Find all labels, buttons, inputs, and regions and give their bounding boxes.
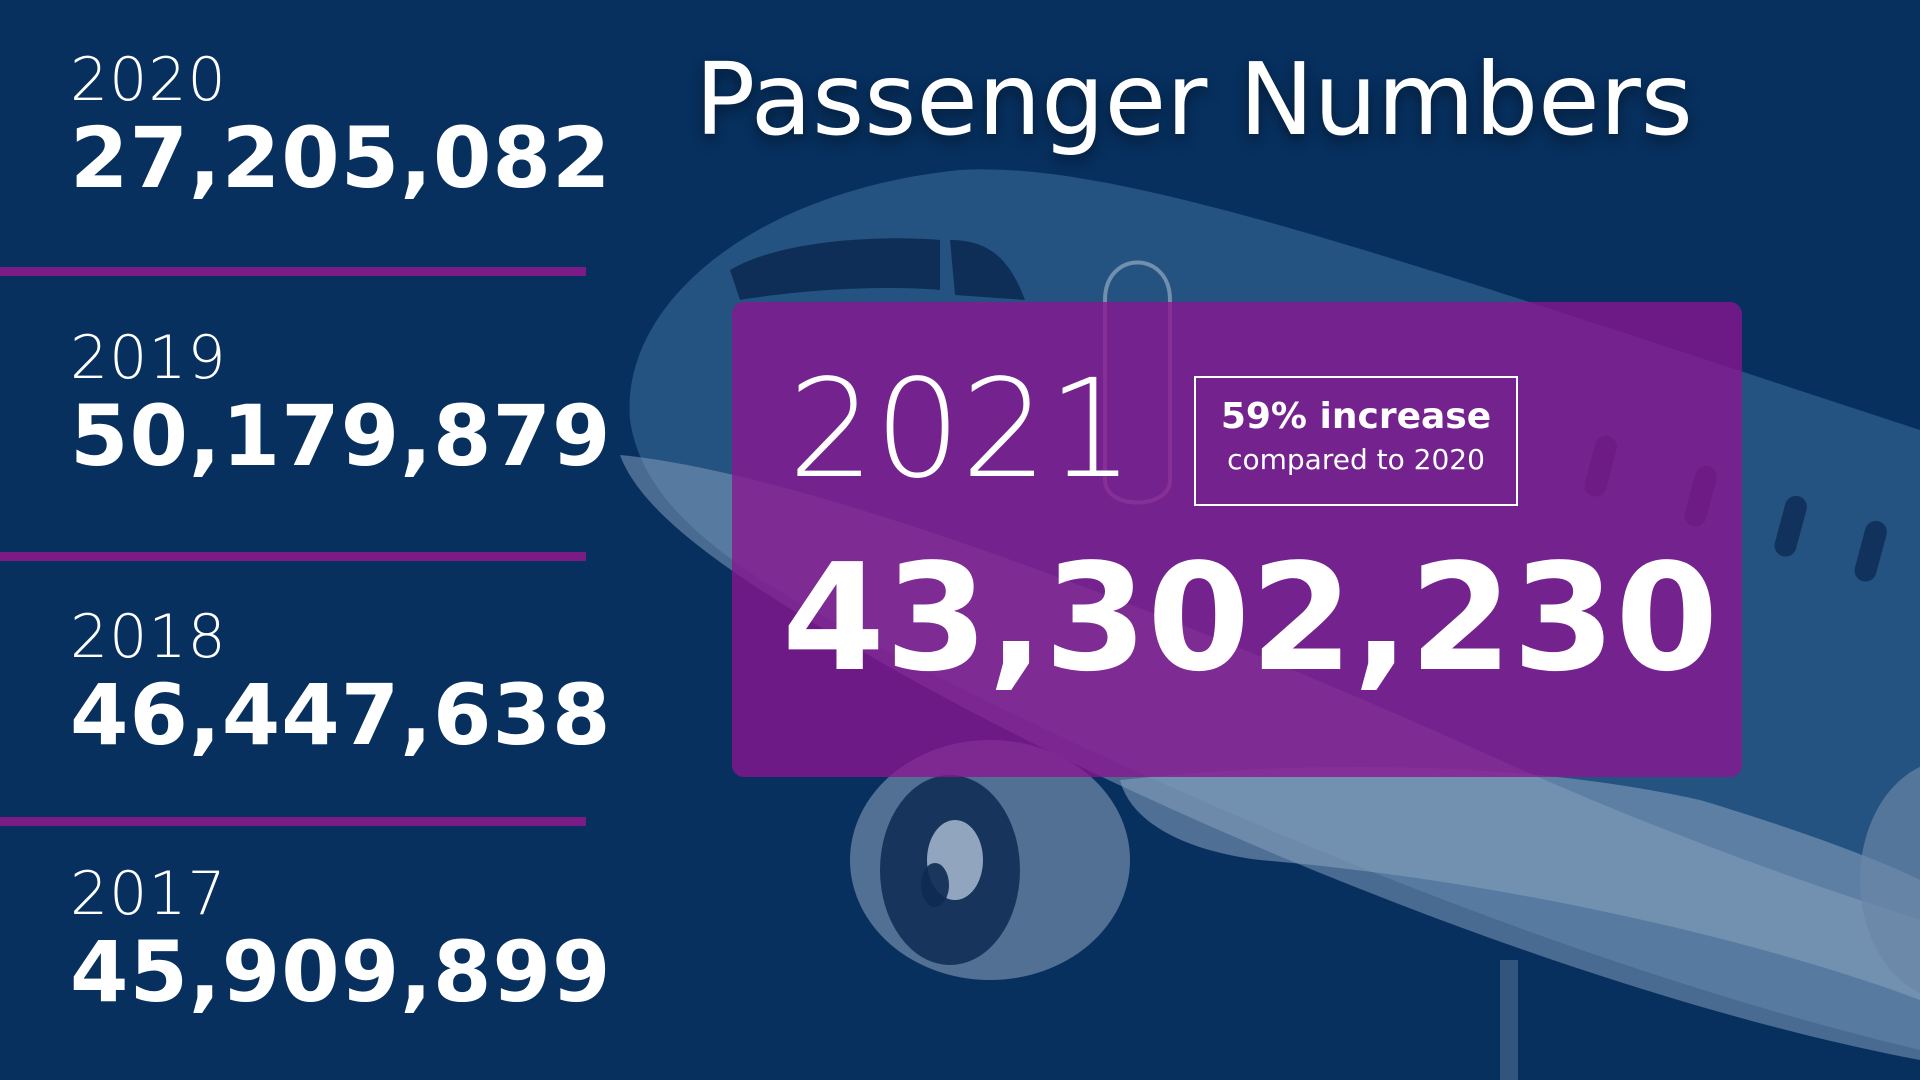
divider <box>0 267 586 276</box>
passenger-count: 46,447,638 <box>70 666 612 764</box>
history-item-2019: 2019 50,179,879 <box>70 323 612 485</box>
history-item-2017: 2017 45,909,899 <box>70 859 612 1021</box>
divider <box>0 817 586 826</box>
highlight-card: 2021 59% increase compared to 2020 43,30… <box>732 302 1742 777</box>
highlight-passenger-count: 43,302,230 <box>782 532 1719 704</box>
year-label: 2018 <box>70 602 227 672</box>
passenger-count: 27,205,082 <box>70 109 612 207</box>
comparison-note: compared to 2020 <box>1227 443 1485 476</box>
passenger-count: 45,909,899 <box>70 923 612 1021</box>
year-label: 2019 <box>70 323 227 393</box>
increase-badge: 59% increase compared to 2020 <box>1194 376 1518 506</box>
engine-spinner-core <box>921 863 949 907</box>
engine-nacelle-right <box>1860 766 1920 994</box>
landing-gear <box>1500 960 1518 1080</box>
passenger-count: 50,179,879 <box>70 387 612 485</box>
cockpit-window <box>950 240 1025 300</box>
divider <box>0 552 586 561</box>
history-item-2018: 2018 46,447,638 <box>70 602 612 764</box>
airplane-wing <box>1120 766 1920 1000</box>
year-label: 2017 <box>70 859 227 929</box>
cabin-window <box>1774 495 1807 557</box>
highlight-year: 2021 <box>788 351 1135 509</box>
page-title: Passenger Numbers <box>695 41 1693 158</box>
year-label: 2020 <box>70 45 227 115</box>
cockpit-window <box>730 238 940 300</box>
cabin-window <box>1854 520 1887 582</box>
history-item-2020: 2020 27,205,082 <box>70 45 612 207</box>
increase-percentage: 59% increase <box>1220 396 1492 437</box>
